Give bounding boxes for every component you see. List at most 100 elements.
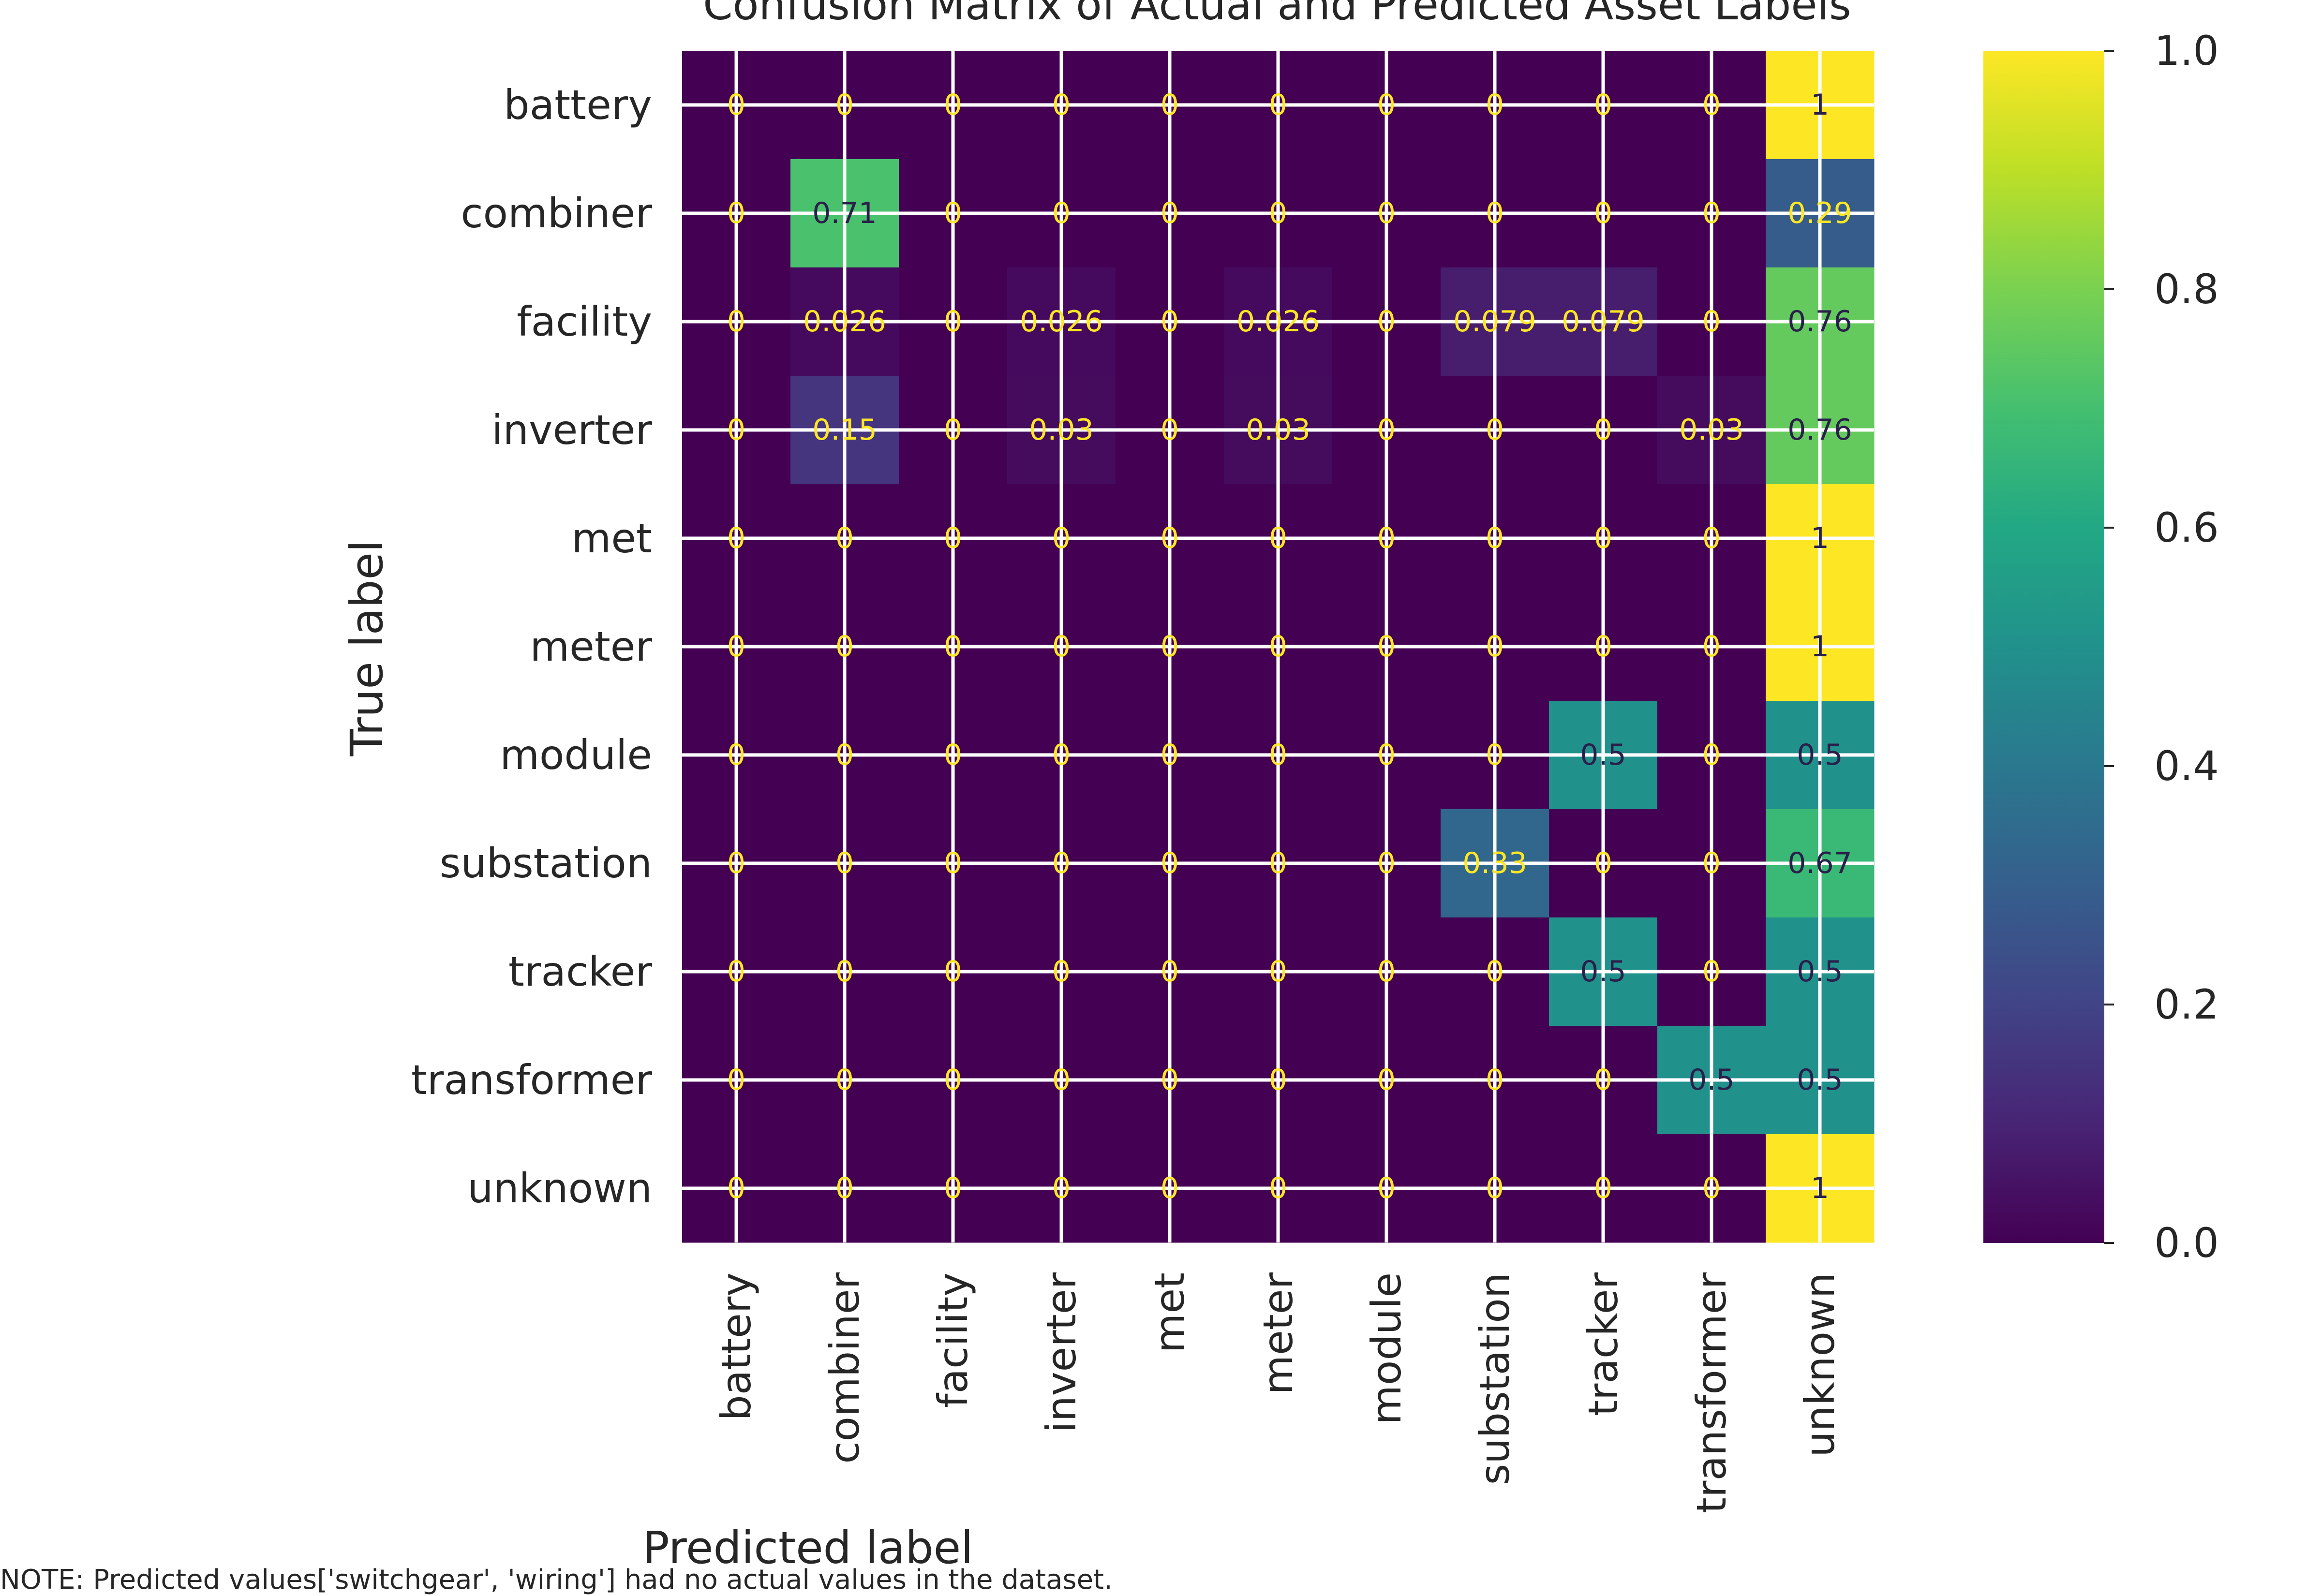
cell-value-label: 0 (1486, 955, 1504, 989)
cell-value-label: 0 (1052, 196, 1071, 230)
cell-value-label: 0 (1269, 1063, 1287, 1097)
cell-value-label: 0.03 (1679, 413, 1744, 447)
cell-value-label: 0 (944, 88, 962, 122)
cell-value-label: 0 (835, 846, 854, 880)
x-tick-labels: battery combiner facility inverter met meter m… (713, 1272, 1844, 1513)
cell-value-label: 0 (1269, 630, 1287, 664)
cell-value-label: 0 (1377, 738, 1396, 772)
cell-value-label: 1 (1811, 630, 1829, 664)
cell-value-label: 0 (1594, 630, 1612, 664)
cell-value-label: 0 (727, 88, 745, 122)
cell-value-label: 0 (944, 196, 962, 230)
colorbar-ticks: 0.0 0.2 0.4 0.6 0.8 1.0 (2104, 27, 2219, 1267)
cell-value-label: 0 (727, 630, 745, 664)
cell-value-label: 0 (1594, 1063, 1612, 1097)
cell-value-label: 0 (1161, 1171, 1179, 1205)
y-tick-label: battery (504, 81, 652, 129)
cell-value-label: 0 (1702, 305, 1721, 339)
cell-value-label: 0 (1594, 846, 1612, 880)
y-tick-label: met (572, 515, 652, 562)
cell-value-label: 0.15 (812, 413, 877, 447)
cell-value-label: 0 (727, 738, 745, 772)
y-tick-label: tracker (508, 948, 652, 995)
cell-value-label: 0 (1486, 1063, 1504, 1097)
colorbar-tick-label: 0.6 (2154, 504, 2219, 551)
cell-value-label: 0.71 (812, 196, 877, 230)
footnote: NOTE: Predicted values['switchgear', 'wi… (0, 1564, 1113, 1596)
cell-value-label: 0 (1594, 413, 1612, 447)
y-tick-labels: battery combiner facility inverter met meter m… (411, 81, 652, 1212)
cell-value-label: 0 (944, 1171, 962, 1205)
cell-value-label: 0 (1052, 1063, 1071, 1097)
cell-value-label: 0.33 (1462, 846, 1527, 880)
cell-value-label: 0 (1161, 630, 1179, 664)
x-tick-label: met (1146, 1272, 1193, 1353)
x-tick-label: combiner (821, 1272, 868, 1464)
cell-value-label: 0 (1377, 630, 1396, 664)
gridlines (682, 51, 1874, 1242)
cell-value-labels: 0 0 0 0 0 0 0 0 0 0 1 0 0.71 0 0 0 0 0 0 0 0 0.29 0 0.026 0 0.026… (727, 88, 1852, 1205)
cell-value-label: 0 (1702, 1171, 1721, 1205)
cell-value-label: 0 (1161, 738, 1179, 772)
y-tick-label: substation (440, 840, 652, 887)
cell-value-label: 0 (944, 305, 962, 339)
cell-value-label: 0 (727, 1171, 745, 1205)
cell-value-label: 0 (1702, 846, 1721, 880)
x-tick-label: facility (929, 1272, 977, 1408)
x-axis-label: Predicted label (642, 1522, 973, 1574)
cell-value-label: 0 (944, 846, 962, 880)
cell-value-label: 0 (1702, 630, 1721, 664)
cell-value-label: 0 (1377, 305, 1396, 339)
y-axis-label: True label (341, 540, 393, 756)
y-tick-label: combiner (461, 190, 652, 237)
cell-value-label: 0 (1052, 1171, 1071, 1205)
cell-value-label: 0 (1161, 955, 1179, 989)
cell-value-label: 0 (1486, 196, 1504, 230)
cell-value-label: 0.03 (1029, 413, 1094, 447)
x-tick-label: meter (1254, 1272, 1302, 1395)
x-tick-label: unknown (1796, 1272, 1844, 1457)
cell-value-label: 0 (1594, 196, 1612, 230)
cell-value-label: 0 (1161, 1063, 1179, 1097)
cell-value-label: 0 (1161, 521, 1179, 555)
cell-value-label: 0 (1052, 521, 1071, 555)
cell-value-label: 0.5 (1580, 738, 1626, 772)
x-tick-label: battery (713, 1272, 760, 1421)
cell-value-label: 0.67 (1787, 846, 1852, 880)
y-tick-label: meter (530, 623, 652, 670)
cell-value-label: 0 (1594, 521, 1612, 555)
cell-value-label: 0 (1486, 413, 1504, 447)
cell-value-label: 0 (727, 196, 745, 230)
cell-value-label: 0 (1161, 413, 1179, 447)
cell-value-label: 0 (1486, 1171, 1504, 1205)
y-tick-label: module (500, 731, 652, 779)
cell-value-label: 0 (835, 955, 854, 989)
cell-value-label: 0 (727, 305, 745, 339)
cell-value-label: 0.5 (1688, 1063, 1734, 1097)
cell-value-label: 0 (1269, 88, 1287, 122)
colorbar-tick-label: 0.4 (2154, 742, 2219, 790)
cell-value-label: 0.5 (1797, 738, 1843, 772)
cell-value-label: 0 (1594, 88, 1612, 122)
y-tick-label: transformer (411, 1056, 652, 1104)
cell-value-label: 0 (835, 521, 854, 555)
y-tick-label: facility (517, 298, 652, 345)
cell-value-label: 0 (1269, 955, 1287, 989)
cell-value-label: 1 (1811, 88, 1829, 122)
colorbar-tick-label: 1.0 (2154, 27, 2219, 74)
cell-value-label: 0 (1377, 955, 1396, 989)
cell-value-label: 0 (1486, 738, 1504, 772)
cell-value-label: 0 (1702, 521, 1721, 555)
cell-value-label: 0 (1377, 196, 1396, 230)
cell-value-label: 0.76 (1787, 413, 1852, 447)
cell-value-label: 0 (944, 738, 962, 772)
cell-value-label: 0 (1486, 630, 1504, 664)
x-tick-label: inverter (1038, 1272, 1085, 1433)
y-tick-label: unknown (467, 1165, 652, 1212)
cell-value-label: 0.026 (1236, 305, 1320, 339)
cell-value-label: 0 (1486, 88, 1504, 122)
cell-value-label: 0.5 (1797, 955, 1843, 989)
cell-value-label: 1 (1811, 521, 1829, 555)
cell-value-label: 0 (944, 521, 962, 555)
